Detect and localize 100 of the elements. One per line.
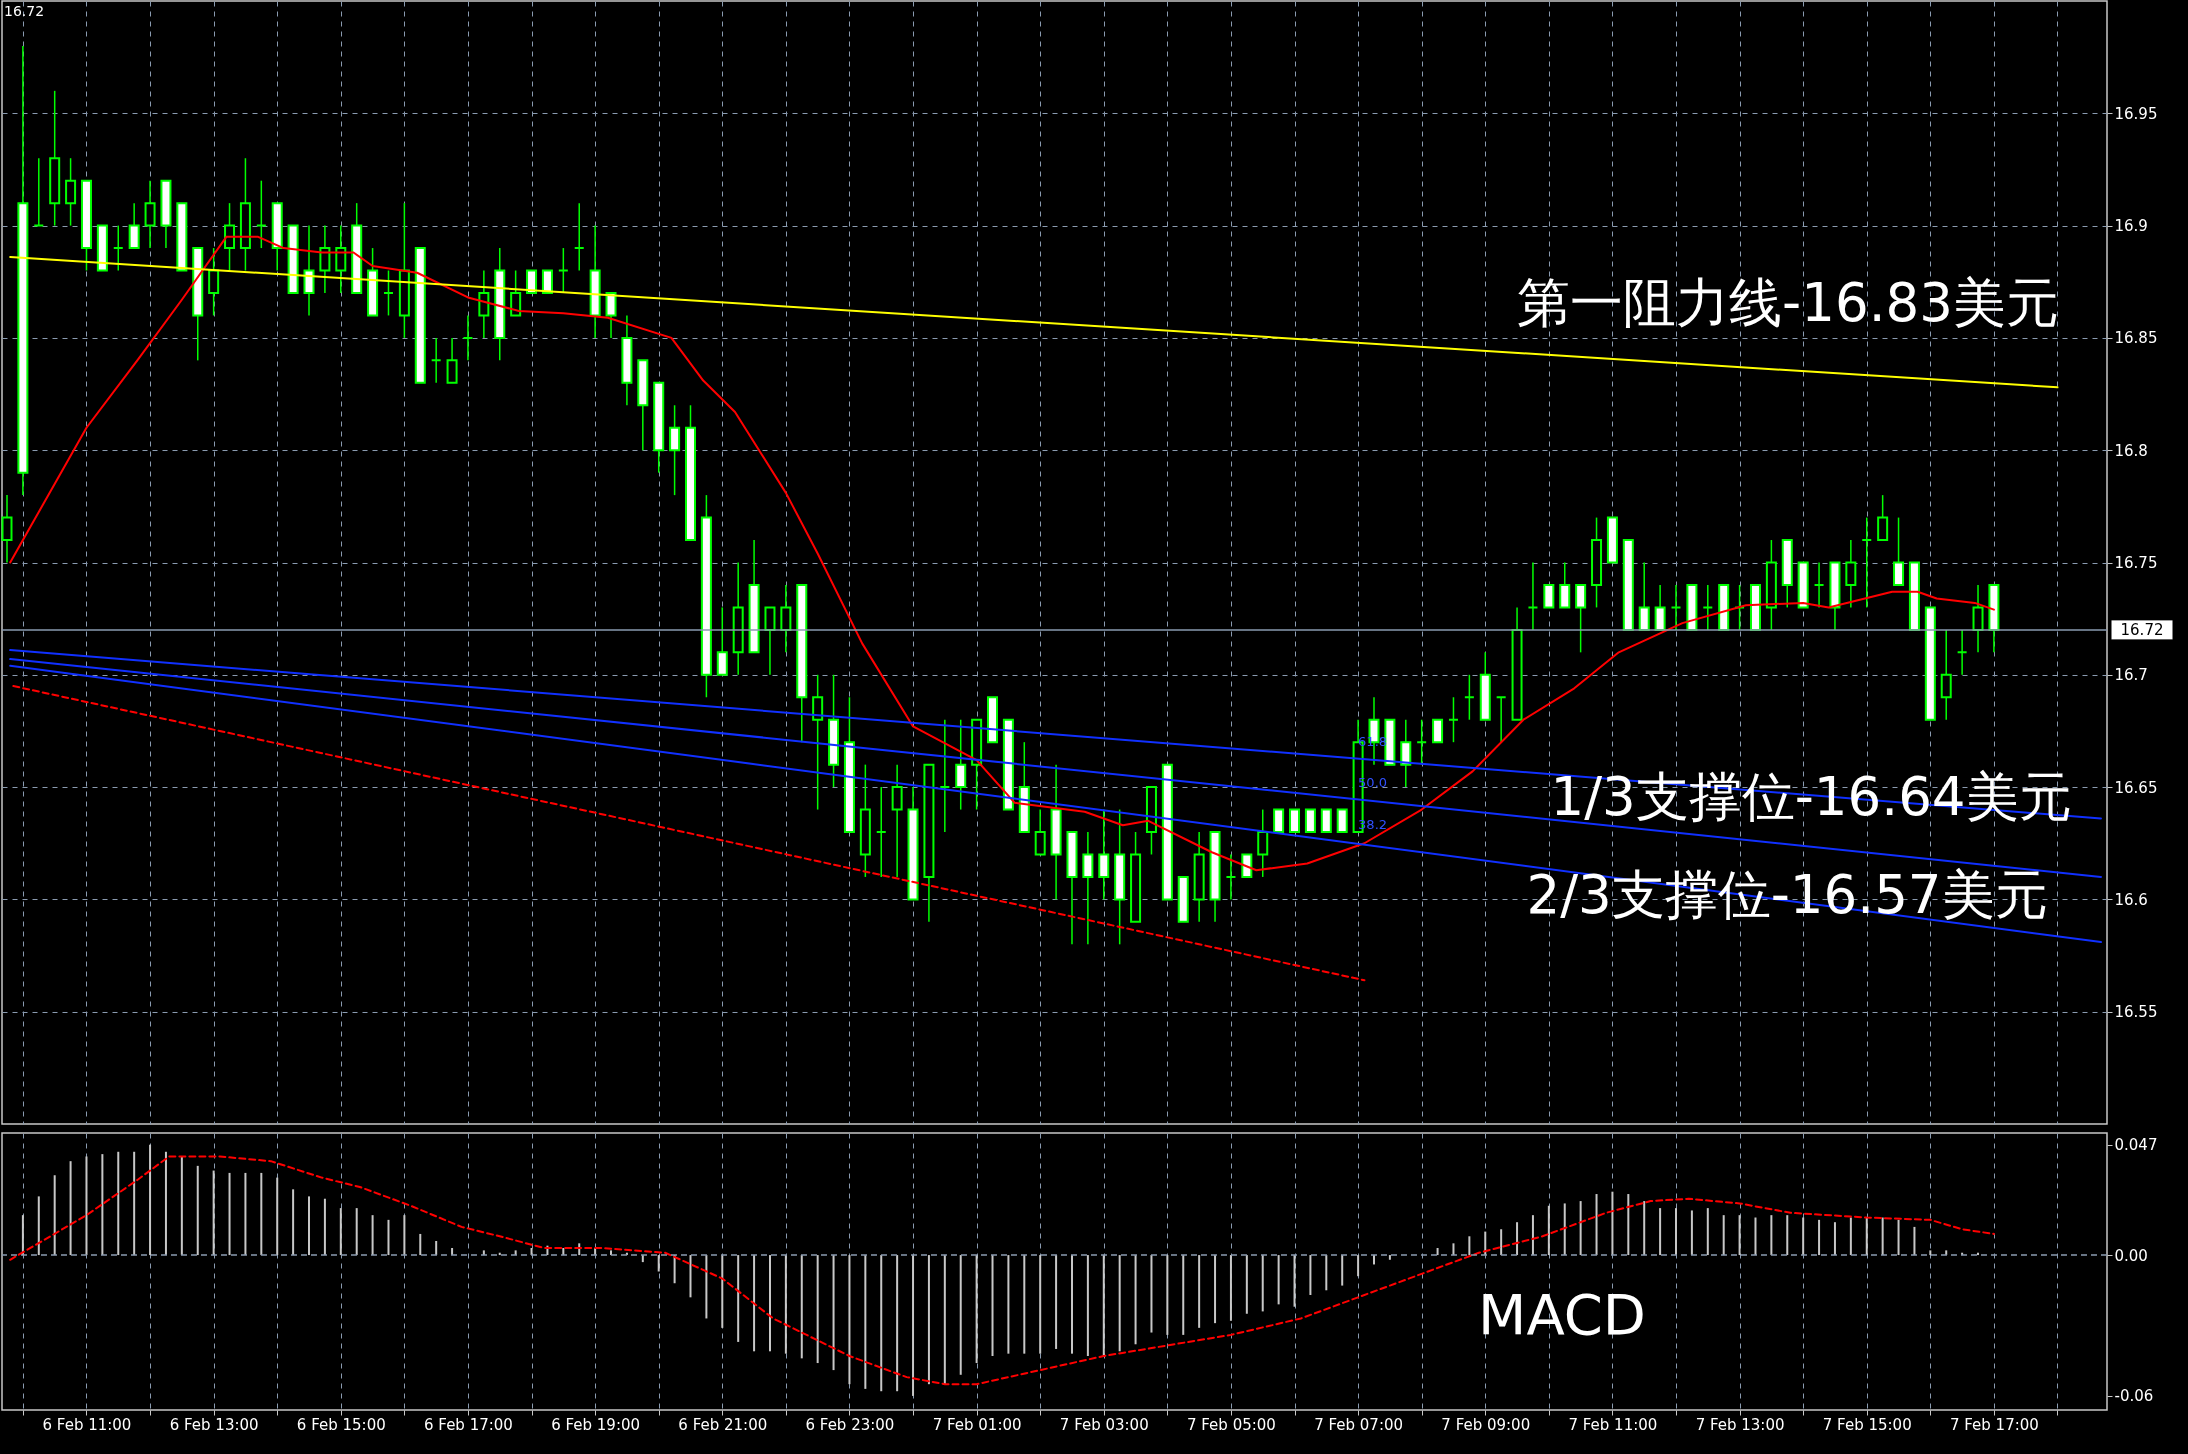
ref-line-label: 16.72 <box>2120 620 2164 639</box>
bar <box>1627 1194 1630 1256</box>
bar <box>737 1255 740 1342</box>
bar <box>1786 1215 1789 1256</box>
candlestick <box>764 606 776 676</box>
candlestick <box>224 202 236 272</box>
bar <box>1007 1255 1010 1354</box>
bar <box>1182 1255 1185 1335</box>
y-tick-label: 16.9 <box>2114 217 2148 236</box>
x-tick-label: 6 Feb 23:00 <box>805 1415 895 1434</box>
bar <box>1849 1217 1852 1256</box>
bar <box>768 1255 771 1352</box>
x-tick-label: 7 Feb 05:00 <box>1187 1415 1276 1434</box>
candlestick <box>1082 831 1094 946</box>
bar <box>244 1172 247 1256</box>
bar <box>323 1198 326 1256</box>
bar <box>959 1255 962 1375</box>
candlestick <box>1034 808 1046 856</box>
candlestick <box>955 718 967 811</box>
bar <box>1706 1208 1709 1256</box>
bar <box>1086 1255 1089 1357</box>
bar <box>276 1177 279 1256</box>
bar <box>1770 1215 1773 1256</box>
y-tick-label: 16.65 <box>2114 778 2158 797</box>
bar <box>721 1255 724 1328</box>
bar <box>816 1255 819 1364</box>
candlestick <box>303 224 315 317</box>
candlestick <box>1845 539 1857 609</box>
bar <box>1547 1205 1550 1256</box>
x-tick-label: 7 Feb 03:00 <box>1059 1415 1149 1434</box>
bar <box>689 1255 692 1298</box>
bar <box>753 1255 756 1352</box>
candlestick <box>1893 516 1905 586</box>
bar <box>149 1144 152 1256</box>
candlestick <box>891 763 903 878</box>
bar <box>53 1175 56 1256</box>
bar <box>864 1255 867 1389</box>
candlestick <box>1543 583 1555 609</box>
bar <box>117 1151 120 1256</box>
annotation: MACD <box>1478 1282 1646 1347</box>
bar <box>1134 1255 1137 1345</box>
candlestick <box>1575 583 1587 654</box>
y-tick-label: -0.06 <box>2114 1387 2154 1406</box>
x-tick-label: 7 Feb 01:00 <box>932 1415 1022 1434</box>
candlestick <box>128 202 140 250</box>
bar <box>1325 1255 1328 1291</box>
bar <box>1166 1255 1169 1335</box>
x-tick-label: 7 Feb 07:00 <box>1314 1415 1404 1434</box>
bar <box>1802 1217 1805 1256</box>
bar <box>1516 1222 1519 1256</box>
bar <box>1913 1226 1916 1256</box>
candlestick <box>144 179 156 249</box>
bar <box>1659 1208 1662 1256</box>
candlestick <box>605 291 617 339</box>
x-tick-label: 7 Feb 17:00 <box>1949 1415 2039 1434</box>
bar <box>848 1255 851 1385</box>
bar <box>308 1196 311 1256</box>
y-tick-label: 16.85 <box>2114 329 2158 348</box>
candlestick <box>1289 808 1301 834</box>
candlestick <box>1972 584 1984 654</box>
bar <box>1611 1191 1614 1256</box>
candlestick <box>1940 629 1952 721</box>
x-tick-label: 6 Feb 15:00 <box>296 1415 386 1434</box>
bar <box>292 1189 295 1256</box>
x-tick-label: 7 Feb 13:00 <box>1695 1415 1785 1434</box>
bar <box>1229 1255 1232 1321</box>
bar <box>37 1196 40 1256</box>
candlestick <box>65 157 77 227</box>
bar <box>1261 1255 1264 1312</box>
bar <box>1579 1201 1582 1256</box>
bar <box>1198 1255 1201 1328</box>
bar <box>1436 1248 1439 1256</box>
bar <box>387 1219 390 1256</box>
candlestick <box>319 224 331 294</box>
candlestick <box>1304 808 1316 834</box>
y-tick-label: 16.75 <box>2114 554 2158 572</box>
bar <box>1675 1208 1678 1256</box>
candlestick <box>1654 584 1666 631</box>
bar <box>1293 1255 1296 1307</box>
x-tick-label: 6 Feb 17:00 <box>424 1415 513 1434</box>
bar <box>133 1151 136 1256</box>
candlestick <box>478 269 490 339</box>
x-tick-label: 6 Feb 19:00 <box>551 1415 641 1434</box>
candlestick <box>716 606 728 676</box>
candlestick <box>208 247 220 317</box>
candlestick <box>1336 808 1348 834</box>
bar <box>880 1255 883 1392</box>
y-tick-label: 0.00 <box>2114 1246 2148 1265</box>
bar <box>435 1240 438 1256</box>
bar <box>1595 1194 1598 1256</box>
candlestick <box>1638 561 1650 631</box>
y-tick-label: 16.55 <box>2114 1003 2158 1022</box>
bar <box>1818 1219 1821 1256</box>
bar <box>1357 1255 1360 1277</box>
bar <box>1563 1203 1566 1256</box>
candlestick <box>812 674 824 811</box>
y-tick-label: 16.95 <box>2114 104 2158 123</box>
bar <box>1039 1255 1042 1354</box>
candlestick <box>510 269 522 317</box>
bar <box>419 1233 422 1256</box>
